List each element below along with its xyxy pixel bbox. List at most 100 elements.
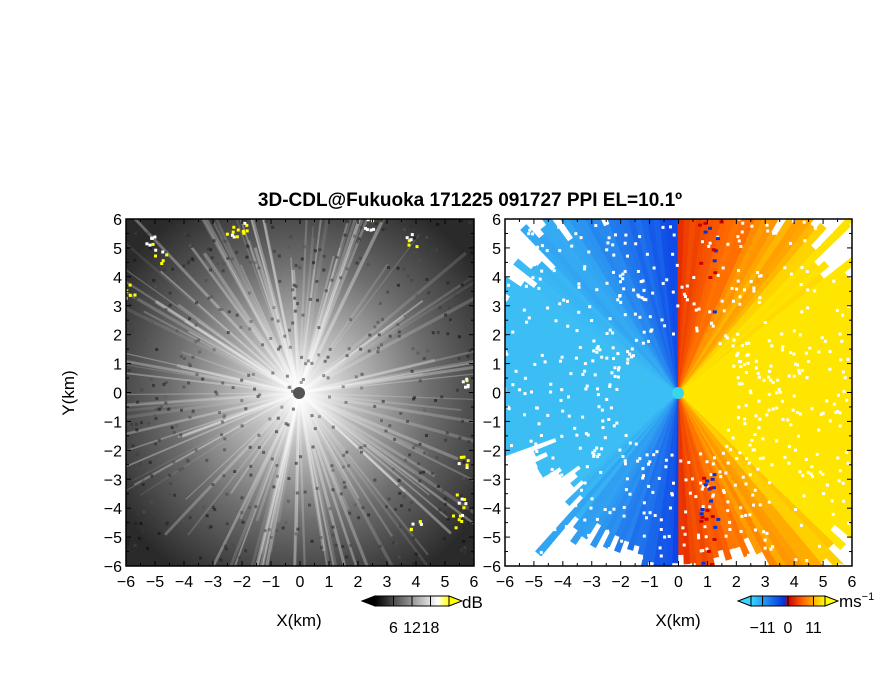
reflectivity-pixel bbox=[468, 349, 472, 353]
velocity-gap-pixel bbox=[744, 482, 748, 486]
velocity-xlabel: X(km) bbox=[655, 611, 700, 630]
reflectivity-ray bbox=[293, 392, 301, 566]
reflectivity-pixel bbox=[180, 408, 183, 412]
velocity-gap-pixel bbox=[739, 245, 743, 248]
reflectivity-pixel bbox=[135, 438, 139, 442]
velocity-folded-pixel bbox=[710, 605, 714, 608]
reflectivity-pixel bbox=[339, 276, 343, 280]
reflectivity-pixel bbox=[345, 220, 349, 224]
velocity-gap-pixel bbox=[577, 310, 581, 314]
velocity-gap-pixel bbox=[800, 368, 804, 372]
reflectivity-colorbar: 6 12 18 dB bbox=[360, 593, 483, 637]
velocity-gap-pixel bbox=[522, 274, 526, 278]
velocity-gap-pixel bbox=[539, 455, 543, 459]
velocity-gap-pixel bbox=[546, 413, 550, 417]
velocity-gap-pixel bbox=[594, 224, 598, 228]
velocity-gap-pixel bbox=[726, 461, 730, 465]
reflectivity-edge-pixel bbox=[366, 219, 370, 222]
y-tick-label: 1 bbox=[113, 357, 122, 374]
reflectivity-pixel bbox=[367, 349, 371, 353]
reflectivity-edge-pixel bbox=[245, 223, 249, 227]
reflectivity-pixel bbox=[284, 521, 288, 525]
velocity-gap-pixel bbox=[601, 426, 605, 430]
velocity-gap-pixel bbox=[621, 277, 625, 281]
reflectivity-ray bbox=[139, 392, 300, 496]
velocity-gap-pixel bbox=[733, 549, 737, 553]
reflectivity-ray bbox=[276, 392, 301, 523]
velocity-gap-pixel bbox=[676, 304, 680, 308]
reflectivity-pixel bbox=[308, 503, 311, 507]
reflectivity-pixel bbox=[188, 317, 191, 321]
reflectivity-pixel bbox=[164, 307, 168, 311]
reflectivity-pixel bbox=[128, 303, 132, 307]
velocity-gap-pixel bbox=[694, 308, 698, 312]
velocity-gap-pixel bbox=[614, 233, 617, 237]
reflectivity-ray bbox=[298, 365, 474, 395]
velocity-gap-pixel bbox=[713, 456, 716, 460]
reflectivity-edge-pixel bbox=[369, 228, 373, 232]
reflectivity-edge-pixel bbox=[242, 231, 246, 235]
velocity-gap-pixel bbox=[806, 471, 810, 475]
velocity-panel: −6 −5 −4 −3 −2 −1 0 1 2 3 4 5 6 −6 −5 −4 −3 −2 −1 0 1 2 3 4 5 6 X… bbox=[483, 178, 874, 637]
velocity-gap-pixel bbox=[767, 408, 771, 412]
reflectivity-pixel bbox=[187, 259, 191, 263]
reflectivity-edge-pixel bbox=[465, 466, 469, 469]
reflectivity-ray bbox=[177, 392, 300, 438]
velocity-gap-pixel bbox=[726, 242, 730, 246]
velocity-gap-pixel bbox=[733, 483, 737, 487]
reflectivity-ray bbox=[261, 392, 300, 554]
reflectivity-pixel bbox=[294, 284, 298, 288]
velocity-folded-pixel bbox=[706, 550, 711, 553]
velocity-gap-pixel bbox=[772, 231, 776, 235]
velocity-gap-pixel bbox=[821, 411, 825, 415]
velocity-gap-pixel bbox=[529, 532, 533, 536]
reflectivity-ray bbox=[270, 392, 300, 553]
reflectivity-pixel bbox=[415, 293, 419, 297]
reflectivity-pixel bbox=[406, 274, 410, 278]
reflectivity-ray bbox=[160, 270, 300, 394]
velocity-gap-pixel bbox=[612, 357, 615, 361]
y-tick-label: 3 bbox=[113, 299, 122, 316]
reflectivity-ray bbox=[126, 269, 300, 394]
velocity-gap-pixel bbox=[810, 407, 814, 411]
reflectivity-pixel bbox=[141, 529, 145, 533]
reflectivity-pixel bbox=[150, 474, 154, 478]
velocity-folded-pixel bbox=[700, 508, 705, 511]
reflectivity-pixel bbox=[463, 468, 467, 471]
velocity-gap-pixel bbox=[818, 470, 822, 474]
reflectivity-pixel bbox=[235, 313, 239, 317]
velocity-gap-pixel bbox=[725, 444, 729, 448]
velocity-gap-pixel bbox=[757, 426, 761, 430]
velocity-folded-pixel bbox=[716, 178, 720, 181]
reflectivity-pixel bbox=[303, 245, 307, 249]
reflectivity-pixel bbox=[326, 355, 330, 359]
reflectivity-pixel bbox=[324, 289, 328, 293]
reflectivity-pixel bbox=[287, 499, 290, 503]
reflectivity-pixel bbox=[359, 347, 363, 351]
velocity-gap-pixel bbox=[596, 455, 600, 459]
velocity-gap-pixel bbox=[744, 404, 748, 407]
velocity-gap-pixel bbox=[648, 511, 652, 515]
velocity-gap-pixel bbox=[700, 487, 704, 491]
velocity-gap-pixel bbox=[708, 310, 712, 314]
reflectivity-pixel bbox=[135, 422, 138, 426]
reflectivity-pixel bbox=[127, 368, 131, 372]
reflectivity-pixel bbox=[328, 347, 332, 351]
reflectivity-pixel bbox=[271, 225, 275, 229]
velocity-gap-pixel bbox=[665, 278, 669, 282]
reflectivity-pixel bbox=[330, 278, 334, 282]
reflectivity-pixel bbox=[378, 301, 382, 305]
velocity-gap-pixel bbox=[651, 291, 655, 295]
reflectivity-pixel bbox=[230, 257, 234, 261]
reflectivity-edge-pixel bbox=[457, 462, 461, 466]
velocity-gap-pixel bbox=[800, 266, 804, 269]
velocity-gap-pixel bbox=[675, 263, 679, 267]
reflectivity-pixel bbox=[411, 562, 415, 566]
velocity-gap-pixel bbox=[603, 436, 607, 440]
reflectivity-pixel bbox=[418, 258, 422, 262]
velocity-folded-pixel bbox=[712, 310, 717, 314]
velocity-gap-pixel bbox=[825, 399, 829, 403]
velocity-gap-pixel bbox=[771, 381, 775, 384]
reflectivity-pixel bbox=[397, 484, 401, 488]
velocity-gap-pixel bbox=[799, 283, 803, 286]
